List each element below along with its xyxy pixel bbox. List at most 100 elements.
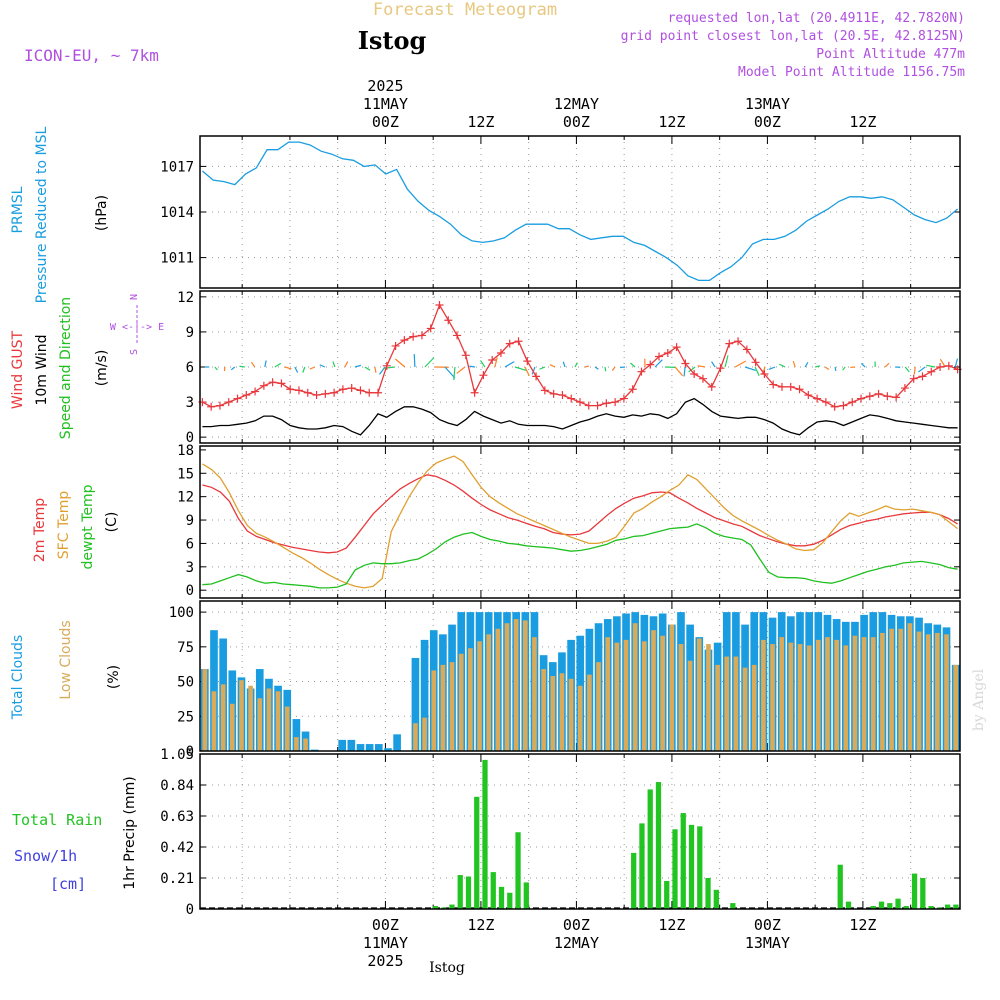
rain-bar bbox=[878, 901, 885, 909]
gust-marker bbox=[576, 398, 584, 407]
gust-marker bbox=[769, 380, 778, 389]
low-cloud-bar bbox=[294, 737, 299, 751]
low-cloud-bar bbox=[587, 674, 592, 751]
total-clouds-label: Total Clouds bbox=[10, 635, 26, 720]
gust-marker bbox=[821, 398, 830, 407]
low-cloud-bar bbox=[687, 660, 693, 751]
temp-sfc-line bbox=[202, 455, 958, 589]
wind-direction-arrow bbox=[274, 362, 282, 368]
wind-direction-arrow bbox=[754, 366, 760, 376]
time-label: 2025 bbox=[367, 952, 403, 970]
low-cloud-bar bbox=[220, 684, 226, 751]
compass-legend: N W <-|-> E S bbox=[110, 294, 164, 355]
wind-direction-arrow bbox=[531, 366, 536, 375]
rain-bar bbox=[870, 906, 876, 909]
gust-marker bbox=[207, 402, 216, 411]
rain-bar bbox=[713, 889, 719, 909]
y-tick-label: 0.21 bbox=[160, 871, 194, 887]
wind-direction-arrow bbox=[574, 362, 578, 368]
gridpoint-coords: grid point closest lon,lat (20.5E, 42.81… bbox=[621, 29, 965, 44]
low-cloud-bar bbox=[935, 632, 940, 751]
wind-direction-arrow bbox=[884, 362, 890, 368]
gust-marker bbox=[444, 316, 453, 325]
gust-marker bbox=[619, 394, 628, 403]
rain-bar bbox=[837, 864, 843, 909]
time-label: 00Z bbox=[754, 916, 781, 934]
y-tick-label: 0 bbox=[186, 744, 194, 760]
rain-bar bbox=[672, 829, 678, 909]
gust-marker bbox=[224, 398, 233, 407]
low-cloud-bar bbox=[303, 738, 308, 751]
wind-direction-arrow bbox=[374, 366, 377, 373]
low-cloud-bar bbox=[733, 656, 739, 751]
wind-10m-line bbox=[202, 397, 958, 436]
rain-bar bbox=[680, 813, 686, 909]
wind-direction-arrow bbox=[332, 361, 336, 368]
gust-marker bbox=[242, 391, 251, 400]
rain-bar bbox=[903, 906, 909, 909]
snow-unit-label: [cm] bbox=[50, 875, 86, 893]
low-cloud-bar bbox=[806, 645, 812, 751]
rain-bar bbox=[944, 904, 951, 909]
low-cloud-bar bbox=[651, 630, 656, 751]
low-cloud-bar bbox=[532, 637, 537, 751]
rain-bar bbox=[664, 880, 670, 909]
wind-direction-arrow bbox=[954, 358, 959, 368]
gust-marker bbox=[374, 388, 383, 397]
gust-marker bbox=[584, 401, 593, 410]
panel-frame bbox=[199, 290, 961, 444]
gust-marker bbox=[347, 384, 356, 393]
total-cloud-bar bbox=[356, 744, 365, 751]
total-cloud-bar bbox=[347, 739, 356, 751]
gust-marker bbox=[892, 393, 901, 402]
gust-marker bbox=[663, 348, 672, 357]
y-tick-label: 1.05 bbox=[160, 747, 194, 763]
low-cloud-bar bbox=[513, 619, 519, 751]
wind-speed-direction-label: Speed and Direction bbox=[58, 297, 74, 439]
low-cloud-bar bbox=[504, 623, 510, 751]
y-tick-label: 9 bbox=[186, 513, 194, 529]
time-label: 12MAY bbox=[554, 934, 599, 952]
low-cloud-bar bbox=[751, 664, 757, 751]
gust-marker bbox=[611, 398, 620, 407]
gust-marker bbox=[698, 374, 707, 383]
y-tick-label: 0 bbox=[186, 902, 194, 918]
low-cloud-bar bbox=[486, 634, 492, 751]
gust-marker bbox=[338, 385, 347, 394]
y-tick-label: 1017 bbox=[160, 159, 194, 175]
temperature-series bbox=[202, 455, 958, 589]
low-cloud-bar bbox=[568, 678, 574, 751]
wind-direction-arrow bbox=[724, 355, 729, 368]
gust-marker bbox=[900, 384, 909, 393]
rain-bar bbox=[647, 789, 653, 909]
gust-marker bbox=[742, 345, 751, 354]
y-tick-label: 6 bbox=[186, 360, 194, 376]
prmsl-label: PRMSL bbox=[10, 186, 26, 233]
gust-marker bbox=[909, 374, 918, 383]
rain-bar bbox=[928, 906, 934, 909]
low-cloud-bar bbox=[678, 644, 684, 751]
wind-direction-arrow bbox=[453, 366, 456, 381]
gust-marker bbox=[391, 341, 400, 350]
low-cloud-bar bbox=[229, 703, 235, 751]
wind-y-axis: 12 9 6 3 0 bbox=[177, 290, 960, 446]
wind-direction-arrow bbox=[284, 366, 292, 370]
chart-title: Forecast Meteogram bbox=[373, 0, 557, 20]
wind-direction-arrow bbox=[250, 361, 256, 368]
temperature-grid bbox=[200, 446, 960, 598]
panel-frame bbox=[199, 445, 961, 599]
wind-direction-arrow bbox=[239, 365, 245, 368]
low-cloud-bar bbox=[907, 623, 913, 751]
wind-direction-arrow bbox=[792, 360, 796, 368]
gust-marker bbox=[303, 388, 312, 397]
low-cloud-bar bbox=[605, 637, 611, 751]
gust-marker bbox=[251, 387, 260, 396]
rain-bar bbox=[482, 759, 488, 909]
time-label: 12Z bbox=[849, 113, 876, 131]
low-cloud-bar bbox=[880, 632, 885, 751]
total-cloud-bar bbox=[365, 744, 374, 751]
gust-marker bbox=[681, 359, 690, 368]
gust-marker bbox=[505, 339, 514, 348]
